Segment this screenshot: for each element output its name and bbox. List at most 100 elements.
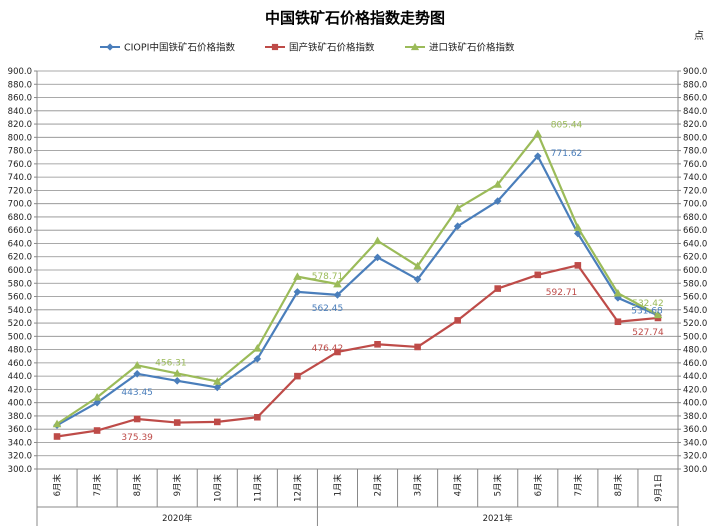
series-point (574, 229, 582, 238)
legend-label: 国产铁矿石价格指数 (289, 42, 375, 54)
year-label: 2021年 (483, 513, 514, 524)
chart-legend: CIOPI中国铁矿石价格指数 国产铁矿石价格指数 进口铁矿石价格指数 (100, 42, 515, 54)
y-tick-label: 780.0 (8, 147, 32, 157)
y-tick-label: 720.0 (8, 186, 32, 196)
legend-label: CIOPI中国铁矿石价格指数 (124, 42, 235, 54)
y-tick-label: 540.0 (8, 306, 32, 316)
x-tick-label: 8月末 (132, 474, 143, 497)
y-tick-label: 480.0 (8, 346, 32, 356)
y-tick-label: 600.0 (683, 266, 707, 276)
series-point (173, 376, 182, 385)
series-point (334, 348, 341, 356)
data-label: 532.42 (632, 299, 664, 309)
legend-marker (271, 43, 279, 51)
chart-title: 中国铁矿石价格指数走势图 (265, 9, 445, 27)
y-tick-label: 600.0 (8, 266, 32, 276)
y-tick-label: 300.0 (683, 465, 707, 475)
chart-axes (36, 71, 679, 526)
x-tick-label: 10月末 (212, 474, 223, 502)
series-point (614, 294, 622, 302)
y-tick-label: 680.0 (8, 213, 32, 223)
y-tick-label: 660.0 (683, 226, 707, 236)
y-tick-label: 560.0 (683, 293, 707, 303)
y-tick-label: 360.0 (683, 425, 707, 435)
legend-label: 进口铁矿石价格指数 (429, 42, 515, 54)
data-label: 527.74 (632, 328, 664, 338)
y-tick-label: 740.0 (683, 173, 707, 183)
y-tick-label: 320.0 (683, 452, 707, 462)
series-point (53, 433, 61, 440)
y-tick-label: 500.0 (683, 332, 707, 342)
y-tick-label: 760.0 (8, 160, 32, 170)
y-tick-label: 520.0 (8, 319, 32, 329)
x-axis-ticks: 6月末 7月末 8月末 9月末 10月末 11月末 12月末 1月末 2月末 3月末 4月末 5月末 6… (37, 469, 678, 526)
y-tick-label: 780.0 (683, 147, 707, 157)
series-point (132, 361, 142, 369)
series-point (213, 383, 222, 392)
y-tick-label: 700.0 (683, 200, 707, 210)
series-group (52, 129, 663, 440)
y-tick-label: 460.0 (683, 359, 707, 369)
legend-marker (410, 42, 420, 51)
series-point (454, 317, 461, 324)
y-tick-label: 900.0 (8, 67, 32, 77)
y-tick-label: 860.0 (8, 94, 32, 104)
series-point (133, 370, 141, 378)
y-tick-label: 760.0 (683, 160, 707, 170)
series-point (533, 129, 543, 138)
data-label: 443.45 (121, 388, 153, 398)
series-point (373, 236, 382, 245)
data-label: 375.39 (121, 433, 153, 443)
series-point (213, 418, 221, 426)
y-tick-label: 520.0 (683, 319, 707, 329)
y-axis-right-ticks: 300.0 320.0 340.0 360.0 380.0 400.0 420.0 440.0… (678, 67, 707, 475)
series-point (614, 318, 622, 326)
series-point (253, 355, 262, 363)
series-point (293, 288, 302, 296)
y-tick-label: 380.0 (8, 412, 32, 422)
y-tick-label: 820.0 (8, 120, 32, 130)
y-tick-label: 640.0 (8, 239, 32, 249)
series-point (93, 427, 101, 434)
series-point (533, 152, 542, 160)
data-label: 578.71 (312, 272, 344, 282)
series-point (534, 271, 542, 279)
series-point (494, 285, 502, 292)
series-point (333, 279, 342, 288)
data-label: 456.31 (155, 358, 187, 368)
x-tick-label: 6月末 (533, 474, 544, 497)
y-tick-label: 640.0 (683, 239, 707, 249)
x-tick-label: 9月末 (172, 474, 183, 497)
y-tick-label: 800.0 (683, 133, 707, 143)
series-line (56, 264, 659, 438)
y-tick-label: 860.0 (683, 94, 707, 104)
series-line (56, 155, 659, 427)
y-tick-label: 720.0 (683, 186, 707, 196)
x-tick-label: 7月末 (92, 474, 103, 497)
y-tick-label: 500.0 (8, 332, 32, 342)
y-tick-label: 820.0 (683, 120, 707, 130)
y-tick-label: 320.0 (8, 452, 32, 462)
series-point (493, 197, 502, 205)
y-tick-label: 420.0 (683, 385, 707, 395)
series-point (253, 343, 262, 352)
y-tick-label: 880.0 (683, 80, 707, 90)
y-tick-label: 400.0 (683, 399, 707, 409)
y-axis-left-ticks: 300.0 320.0 340.0 360.0 380.0 400.0 420.0 440.0… (8, 67, 37, 475)
data-label: 562.45 (312, 304, 344, 314)
series-point (254, 413, 261, 421)
series-line (56, 132, 659, 425)
data-label: 771.62 (551, 149, 583, 159)
y-tick-label: 360.0 (8, 425, 32, 435)
data-labels: 443.45 562.45 771.62 531.68 375.39 476.42 592.… (121, 121, 664, 443)
y-tick-label: 700.0 (8, 200, 32, 210)
series-point (374, 340, 381, 348)
x-tick-label: 7月末 (573, 474, 584, 497)
x-tick-label: 8月末 (613, 474, 624, 497)
series-point (413, 261, 422, 270)
series-point (93, 398, 101, 407)
grid-lines (37, 70, 678, 457)
x-tick-label: 12月末 (292, 474, 303, 502)
y-tick-label: 540.0 (683, 306, 707, 316)
